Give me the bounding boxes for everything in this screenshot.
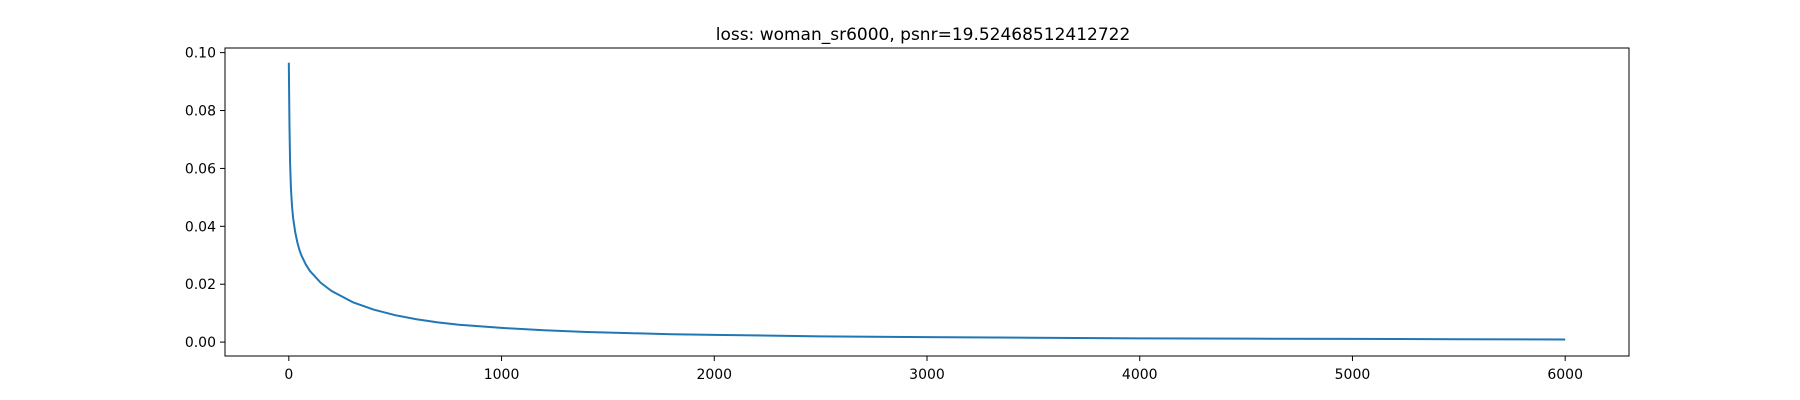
series-layer xyxy=(287,62,1566,341)
chart-title: loss: woman_sr6000, psnr=19.524685124127… xyxy=(716,25,1131,45)
loss-series-line xyxy=(287,62,1566,341)
x-tick-label: 6000 xyxy=(1547,367,1583,383)
x-tick-label: 2000 xyxy=(696,367,732,383)
y-tick-label: 0.04 xyxy=(185,219,216,235)
x-tick-label: 5000 xyxy=(1335,367,1371,383)
plot-frame xyxy=(224,47,1630,357)
x-tick-label: 3000 xyxy=(909,367,945,383)
x-tick-label: 0 xyxy=(284,367,293,383)
y-axis: 0.00 0.02 0.04 0.06 0.08 0.10 xyxy=(185,46,225,351)
x-tick-label: 4000 xyxy=(1122,367,1158,383)
y-tick-label: 0.10 xyxy=(185,46,216,62)
y-tick-label: 0.08 xyxy=(185,104,216,120)
y-tick-label: 0.00 xyxy=(185,335,216,351)
y-tick-label: 0.02 xyxy=(185,277,216,293)
y-tick-label: 0.06 xyxy=(185,161,216,177)
x-axis: 0 1000 2000 3000 4000 5000 6000 xyxy=(284,356,1583,383)
x-tick-label: 1000 xyxy=(484,367,520,383)
